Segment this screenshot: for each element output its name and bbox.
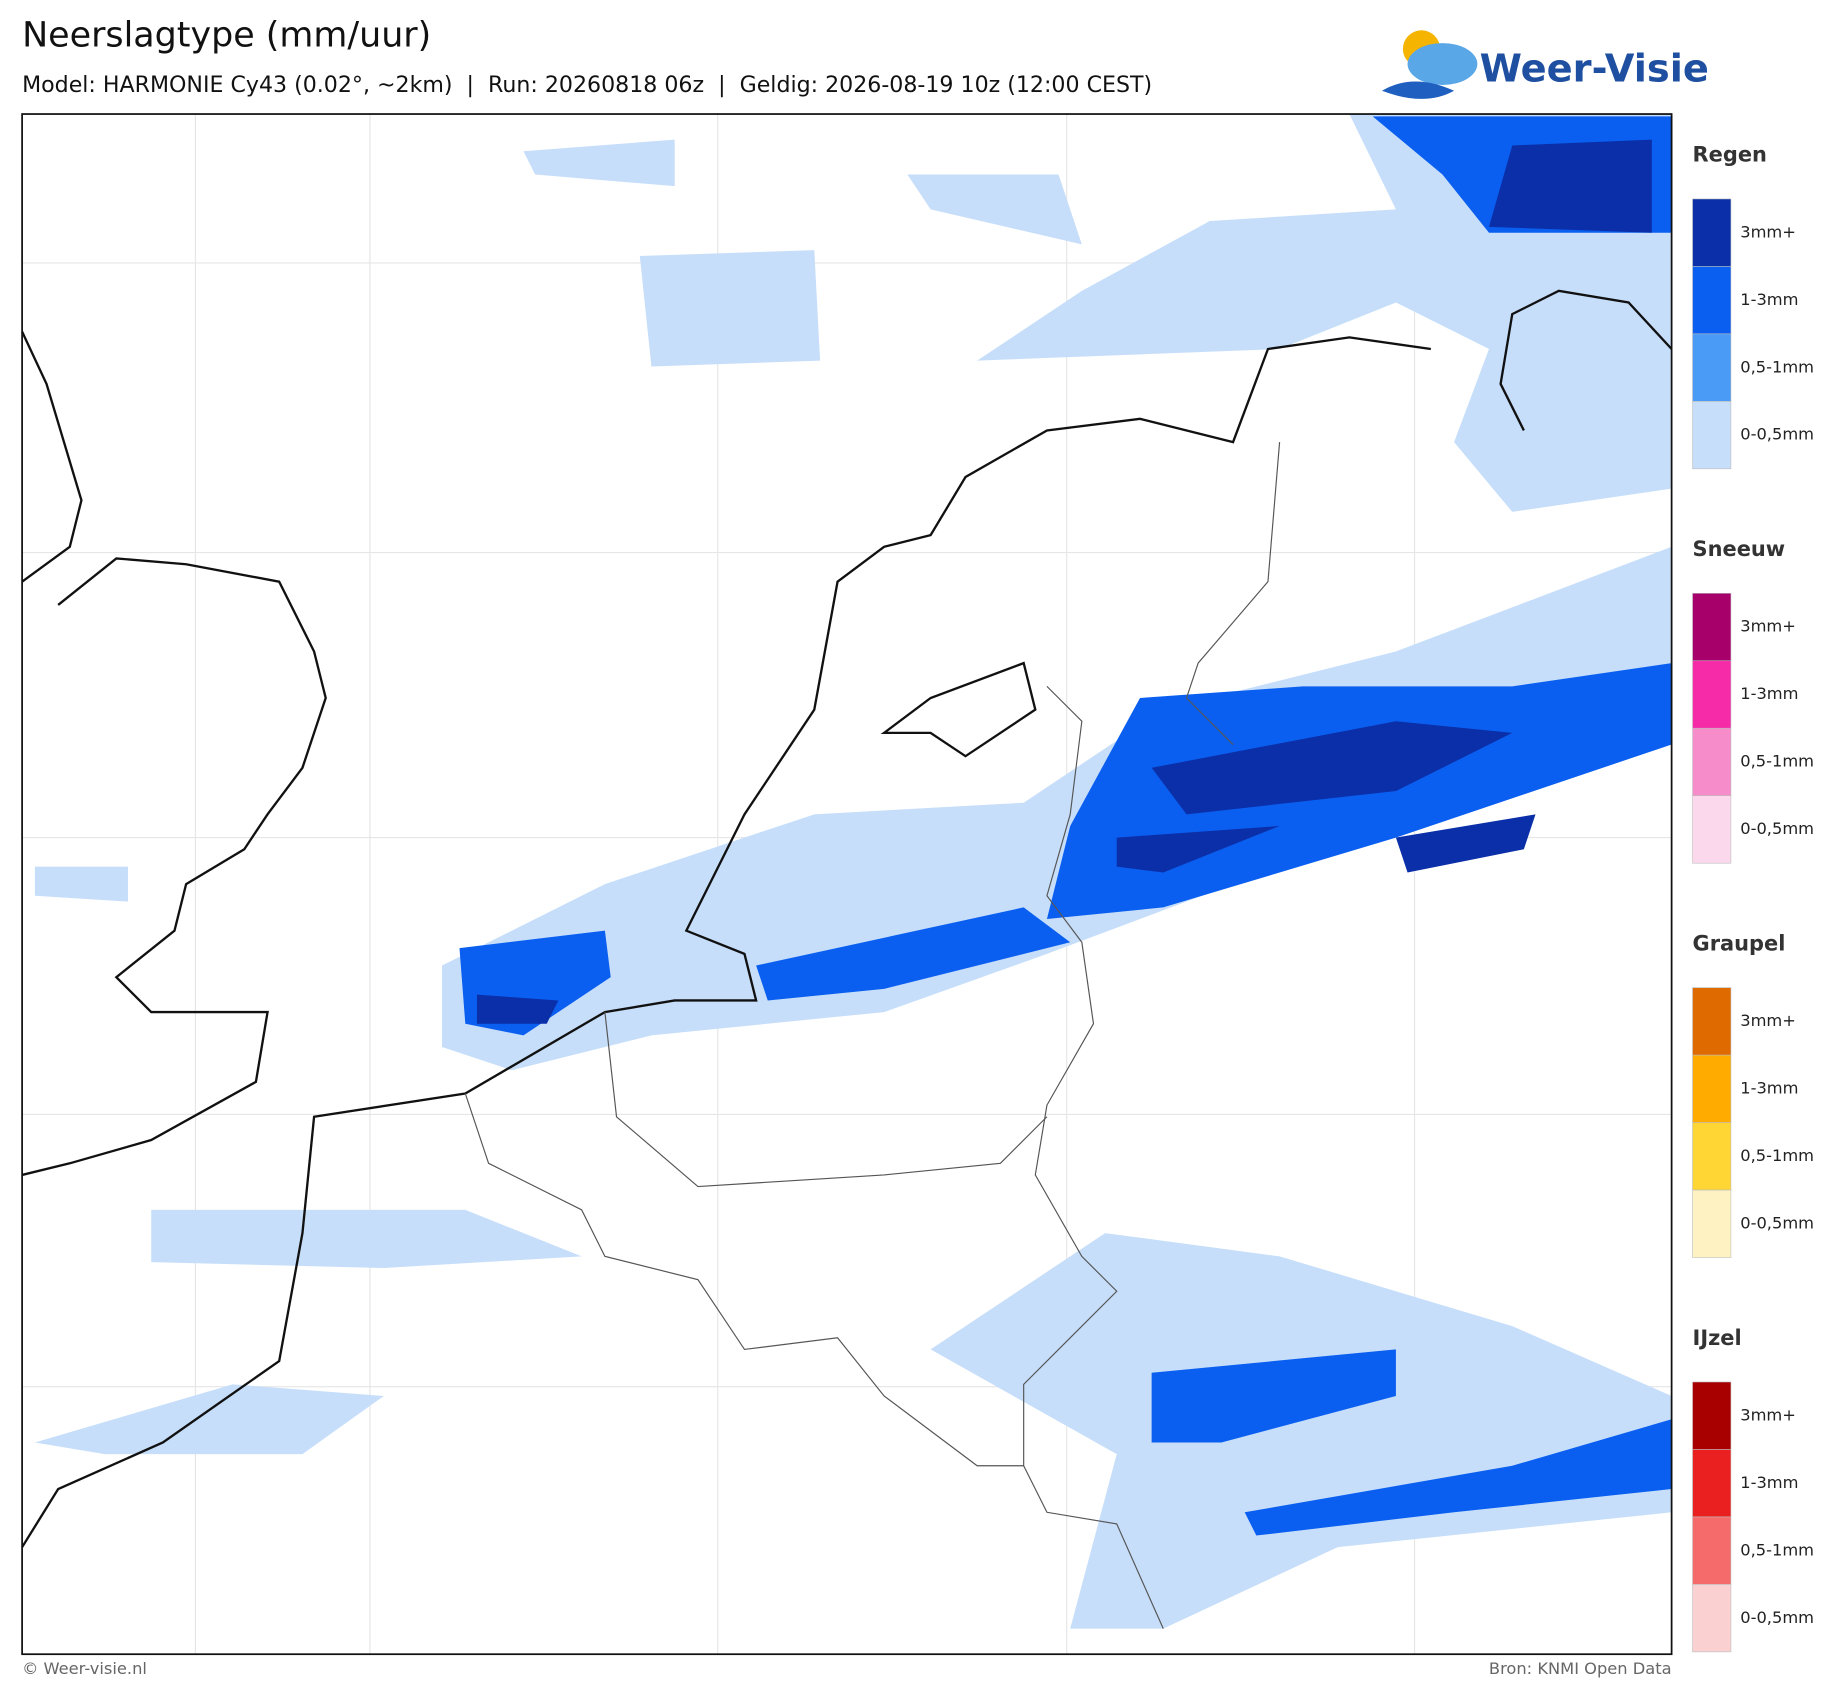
legend-swatch xyxy=(1692,660,1732,729)
legend-label: 1-3mm xyxy=(1740,290,1798,309)
subtitle: Model: HARMONIE Cy43 (0.02°, ~2km) | Run… xyxy=(22,72,1152,98)
legend-swatch xyxy=(1692,1054,1732,1123)
legend-label: 0-0,5mm xyxy=(1740,425,1814,444)
legend-swatch xyxy=(1692,198,1732,267)
legend-swatch xyxy=(1692,1381,1732,1450)
legend-swatch xyxy=(1692,1122,1732,1191)
legend-swatch xyxy=(1692,1449,1732,1518)
precipitation xyxy=(34,114,1672,1629)
legend-label: 1-3mm xyxy=(1740,1079,1798,1098)
legend-title: IJzel xyxy=(1693,1326,1742,1350)
coastlines xyxy=(21,289,1673,1548)
legend-title: Graupel xyxy=(1693,931,1786,955)
legend-label: 1-3mm xyxy=(1740,684,1798,703)
legend-label: 0-0,5mm xyxy=(1740,1213,1814,1232)
legend-swatch xyxy=(1692,593,1732,662)
legend-swatch xyxy=(1692,1584,1732,1653)
legend-label: 3mm+ xyxy=(1740,1405,1796,1424)
legend-swatch xyxy=(1692,795,1732,864)
legend-label: 0,5-1mm xyxy=(1740,357,1814,376)
map xyxy=(21,113,1673,1656)
legend-label: 1-3mm xyxy=(1740,1473,1798,1492)
legend-swatch xyxy=(1692,333,1732,402)
logo-icon xyxy=(1381,30,1478,99)
legend-label: 0,5-1mm xyxy=(1740,1146,1814,1165)
legend-title: Sneeuw xyxy=(1693,537,1786,561)
legend-swatch xyxy=(1692,266,1732,335)
legend-label: 0,5-1mm xyxy=(1740,752,1814,771)
borders xyxy=(464,442,1281,1629)
logo-text: Weer-Visie xyxy=(1480,46,1709,91)
legend-label: 0-0,5mm xyxy=(1740,1608,1814,1627)
legend-label: 0,5-1mm xyxy=(1740,1540,1814,1559)
map-frame xyxy=(21,113,1673,1656)
footer-credit: © Weer-visie.nl xyxy=(22,1659,147,1678)
legend-swatch xyxy=(1692,987,1732,1056)
legend-swatch xyxy=(1692,1189,1732,1258)
legend-label: 3mm+ xyxy=(1740,1011,1796,1030)
legend-swatch xyxy=(1692,727,1732,797)
legend: Regen 3mm+ 1-3mm 0,5-1mm 0-0,5mm Sneeuw 3mm+ 1-… xyxy=(1692,143,1814,1653)
legend-label: 0-0,5mm xyxy=(1740,819,1814,838)
legend-swatch xyxy=(1692,1516,1732,1585)
legend-label: 3mm+ xyxy=(1740,617,1796,636)
legend-title: Regen xyxy=(1693,143,1767,167)
title: Neerslagtype (mm/uur) xyxy=(22,16,431,56)
legend-label: 3mm+ xyxy=(1740,222,1796,241)
footer-source: Bron: KNMI Open Data xyxy=(1489,1659,1672,1678)
legend-swatch xyxy=(1692,401,1732,470)
